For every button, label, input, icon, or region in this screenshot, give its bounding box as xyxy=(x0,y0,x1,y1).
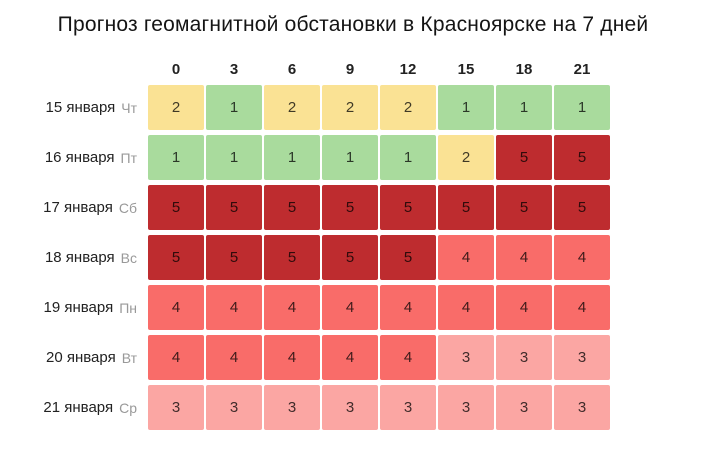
row-label: 19 января Пн xyxy=(0,285,146,330)
kp-cell: 5 xyxy=(264,185,320,230)
date-label: 18 января xyxy=(44,249,115,266)
weekday-label: Ср xyxy=(119,399,137,416)
kp-cell: 4 xyxy=(206,285,262,330)
kp-cell: 4 xyxy=(206,335,262,380)
row-label: 17 января Сб xyxy=(0,185,146,230)
kp-cell: 1 xyxy=(264,135,320,180)
kp-cell: 2 xyxy=(322,85,378,130)
kp-cell: 5 xyxy=(148,185,204,230)
kp-cell: 1 xyxy=(554,85,610,130)
forecast-table: 0 3 6 9 12 15 18 21 15 января Чт 2 1 2 2 2 1 1 1 16 января… xyxy=(0,60,610,430)
hour-header-0: 0 xyxy=(171,61,181,78)
kp-cell: 2 xyxy=(148,85,204,130)
hour-header-3: 3 xyxy=(229,61,239,78)
kp-cell: 2 xyxy=(380,85,436,130)
kp-cell: 5 xyxy=(322,235,378,280)
hour-header-15: 15 xyxy=(457,61,475,78)
weekday-label: Вс xyxy=(120,249,137,266)
kp-cell: 5 xyxy=(206,235,262,280)
kp-cell: 3 xyxy=(264,385,320,430)
hour-header-12: 12 xyxy=(399,61,417,78)
kp-cell: 4 xyxy=(322,335,378,380)
row-label: 20 января Вт xyxy=(0,335,146,380)
kp-cell: 4 xyxy=(554,235,610,280)
hour-header-6: 6 xyxy=(287,61,297,78)
row-label: 21 января Ср xyxy=(0,385,146,430)
kp-cell: 4 xyxy=(148,335,204,380)
weekday-label: Пн xyxy=(119,299,137,316)
kp-cell: 1 xyxy=(496,85,552,130)
kp-cell: 4 xyxy=(264,335,320,380)
kp-cell: 2 xyxy=(264,85,320,130)
date-label: 17 января xyxy=(43,199,113,216)
kp-cell: 1 xyxy=(206,85,262,130)
page-title: Прогноз геомагнитной обстановки в Красно… xyxy=(57,13,649,36)
kp-cell: 3 xyxy=(554,335,610,380)
kp-cell: 3 xyxy=(148,385,204,430)
table-corner-spacer xyxy=(0,60,146,80)
kp-cell: 1 xyxy=(322,135,378,180)
kp-cell: 4 xyxy=(438,285,494,330)
kp-cell: 1 xyxy=(438,85,494,130)
kp-cell: 4 xyxy=(438,235,494,280)
kp-cell: 5 xyxy=(380,185,436,230)
hour-header-18: 18 xyxy=(515,61,533,78)
date-label: 16 января xyxy=(44,149,115,166)
row-label: 16 января Пт xyxy=(0,135,146,180)
kp-cell: 5 xyxy=(206,185,262,230)
kp-cell: 3 xyxy=(206,385,262,430)
weekday-label: Чт xyxy=(121,99,137,116)
kp-cell: 5 xyxy=(554,185,610,230)
kp-cell: 4 xyxy=(496,235,552,280)
kp-cell: 4 xyxy=(380,335,436,380)
weekday-label: Сб xyxy=(118,199,137,216)
kp-cell: 5 xyxy=(322,185,378,230)
date-label: 21 января xyxy=(43,399,114,416)
kp-cell: 5 xyxy=(496,185,552,230)
kp-cell: 5 xyxy=(148,235,204,280)
weekday-label: Пт xyxy=(120,149,137,166)
kp-cell: 4 xyxy=(554,285,610,330)
kp-cell: 5 xyxy=(438,185,494,230)
kp-cell: 3 xyxy=(554,385,610,430)
kp-cell: 3 xyxy=(322,385,378,430)
date-label: 19 января xyxy=(43,299,114,316)
kp-cell: 1 xyxy=(206,135,262,180)
kp-cell: 5 xyxy=(554,135,610,180)
kp-cell: 4 xyxy=(264,285,320,330)
row-label: 15 января Чт xyxy=(0,85,146,130)
kp-cell: 1 xyxy=(380,135,436,180)
weekday-label: Вт xyxy=(121,349,137,366)
date-label: 15 января xyxy=(45,99,116,116)
kp-cell: 3 xyxy=(438,385,494,430)
kp-cell: 4 xyxy=(322,285,378,330)
row-label: 18 января Вс xyxy=(0,235,146,280)
kp-cell: 3 xyxy=(496,385,552,430)
kp-cell: 3 xyxy=(438,335,494,380)
kp-cell: 5 xyxy=(380,235,436,280)
kp-cell: 3 xyxy=(496,335,552,380)
hour-header-21: 21 xyxy=(573,61,591,78)
kp-cell: 4 xyxy=(380,285,436,330)
kp-cell: 5 xyxy=(496,135,552,180)
kp-cell: 1 xyxy=(148,135,204,180)
kp-cell: 4 xyxy=(148,285,204,330)
kp-cell: 3 xyxy=(380,385,436,430)
kp-cell: 5 xyxy=(264,235,320,280)
kp-cell: 2 xyxy=(438,135,494,180)
hour-header-9: 9 xyxy=(345,61,355,78)
kp-cell: 4 xyxy=(496,285,552,330)
date-label: 20 января xyxy=(46,349,116,366)
